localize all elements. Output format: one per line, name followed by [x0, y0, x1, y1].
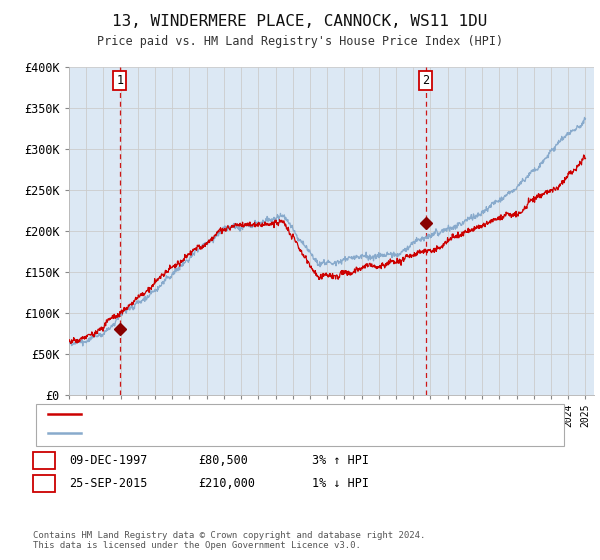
- Text: 2: 2: [422, 74, 429, 87]
- Text: 1: 1: [116, 74, 124, 87]
- Text: 3% ↑ HPI: 3% ↑ HPI: [312, 454, 369, 468]
- Text: 13, WINDERMERE PLACE, CANNOCK, WS11 1DU (detached house): 13, WINDERMERE PLACE, CANNOCK, WS11 1DU …: [87, 409, 437, 419]
- Text: 2: 2: [40, 477, 47, 490]
- Text: Contains HM Land Registry data © Crown copyright and database right 2024.
This d: Contains HM Land Registry data © Crown c…: [33, 531, 425, 550]
- Text: Price paid vs. HM Land Registry's House Price Index (HPI): Price paid vs. HM Land Registry's House …: [97, 35, 503, 48]
- Text: 13, WINDERMERE PLACE, CANNOCK, WS11 1DU: 13, WINDERMERE PLACE, CANNOCK, WS11 1DU: [112, 14, 488, 29]
- Text: 1: 1: [40, 454, 47, 468]
- Text: £80,500: £80,500: [198, 454, 248, 468]
- Text: 25-SEP-2015: 25-SEP-2015: [69, 477, 148, 490]
- Text: 09-DEC-1997: 09-DEC-1997: [69, 454, 148, 468]
- Text: HPI: Average price, detached house, Cannock Chase: HPI: Average price, detached house, Cann…: [87, 428, 393, 438]
- Text: 1% ↓ HPI: 1% ↓ HPI: [312, 477, 369, 490]
- Text: £210,000: £210,000: [198, 477, 255, 490]
